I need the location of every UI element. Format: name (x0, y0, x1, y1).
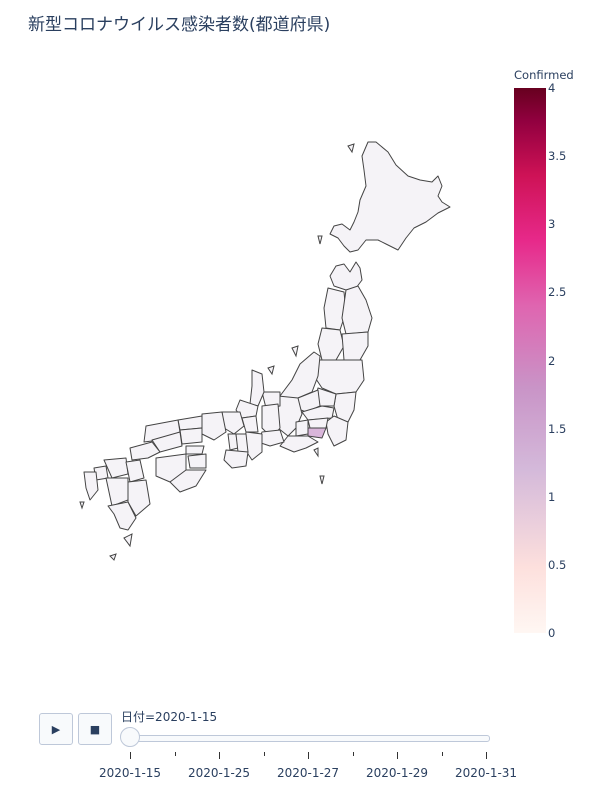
colorbar-tick-label: 2.5 (548, 285, 567, 300)
tokyo (307, 417, 329, 429)
colorbar-tick-label: 4 (548, 81, 556, 95)
kagoshima (107, 501, 137, 531)
kumamoto (105, 477, 129, 507)
akita (323, 287, 347, 331)
yamanashi (295, 419, 309, 437)
nagasaki (83, 471, 99, 501)
colorbar-tick-label: 1.5 (548, 421, 567, 436)
colorbar (514, 88, 546, 633)
wakayama (223, 449, 249, 469)
japan-choropleth-map[interactable] (0, 0, 592, 700)
slider-tick (486, 752, 487, 759)
ishikawa (249, 369, 265, 407)
hyogo (201, 411, 227, 441)
colorbar-tick-label: 1 (548, 489, 556, 504)
shiga (241, 415, 259, 433)
slider-minor-tick (174, 752, 176, 756)
colorbar-tick-label: 3 (548, 217, 556, 232)
slider-tick (397, 752, 398, 759)
slider-tick-label[interactable]: 2020-1-29 (365, 766, 429, 780)
shizuoka (279, 435, 319, 453)
slider-tick-label[interactable]: 2020-1-31 (454, 766, 518, 780)
yamaguchi (129, 441, 161, 461)
saitama (301, 405, 335, 421)
slider-tick-label[interactable]: 2020-1-15 (98, 766, 162, 780)
nara (235, 433, 249, 453)
slider-tick-label[interactable]: 2020-1-25 (187, 766, 251, 780)
okayama (179, 427, 203, 445)
slider-tick (308, 752, 309, 759)
colorbar-tick-label: 2 (548, 353, 556, 368)
kanagawa (307, 427, 327, 439)
slider-tick (130, 752, 131, 759)
play-icon: ▶ (51, 722, 61, 736)
slider-current-value: 日付=2020-1-15 (121, 710, 218, 724)
islands (79, 143, 355, 561)
hokkaido (329, 141, 451, 253)
colorbar-tick-label: 3.5 (548, 149, 567, 164)
yamagata (317, 327, 345, 361)
iwate (341, 285, 373, 335)
tokushima (187, 453, 207, 469)
slider-tick (219, 752, 220, 759)
slider-minor-tick (352, 752, 354, 756)
slider-rail[interactable] (121, 735, 490, 742)
slider-minor-tick (441, 752, 443, 756)
slider-handle[interactable] (120, 727, 140, 747)
oita (125, 459, 145, 483)
slider-tick-label[interactable]: 2020-1-27 (276, 766, 340, 780)
stop-button[interactable]: ■ (78, 713, 112, 745)
prefecture-shapes (83, 141, 451, 531)
miyagi (341, 331, 369, 361)
stop-icon: ■ (89, 722, 101, 736)
map-title: 新型コロナウイルス感染者数(都道府県) (28, 15, 331, 35)
slider-minor-tick (263, 752, 265, 756)
miyazaki (127, 479, 151, 517)
aomori (329, 261, 363, 291)
colorbar-tick-label: 0 (548, 626, 556, 640)
colorbar-title: Confirmed (514, 68, 574, 82)
chiba (325, 415, 349, 447)
kagawa (185, 445, 205, 455)
kochi (169, 469, 207, 493)
colorbar-tick-label: 0.5 (548, 557, 567, 572)
play-button[interactable]: ▶ (39, 713, 73, 745)
